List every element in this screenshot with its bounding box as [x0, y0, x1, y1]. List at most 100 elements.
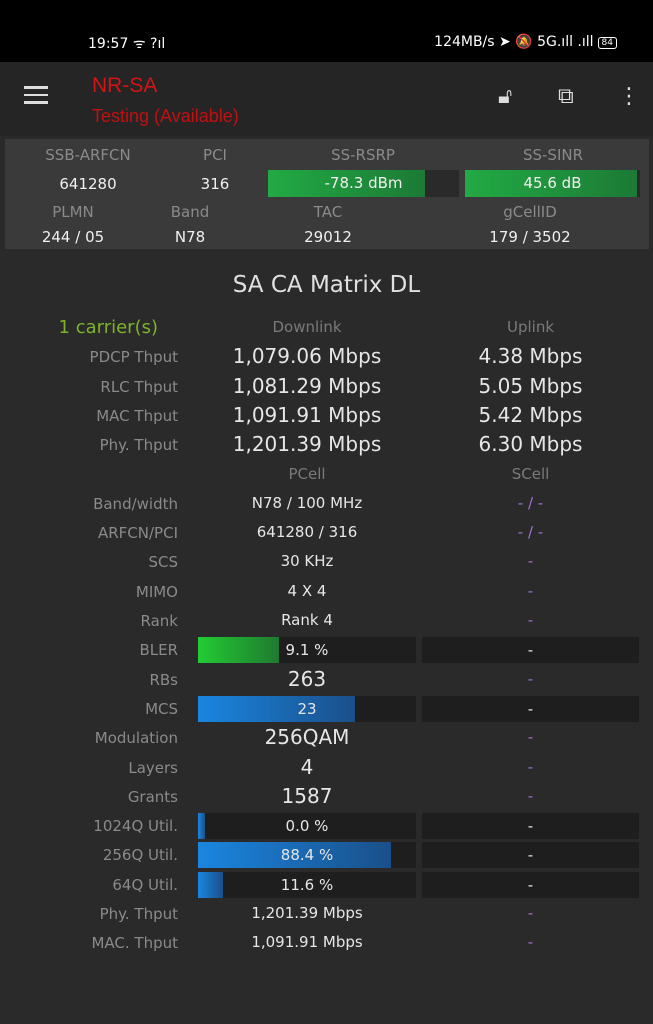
- cell-summary: SSB-ARFCN PCI SS-RSRP SS-SINR 641280 316…: [5, 139, 649, 249]
- network-speed: 124MB/s: [434, 34, 495, 50]
- pcell-value: 1,091.91 Mbps: [251, 933, 363, 952]
- matrix-row: Band/width N78 / 100 MHz - / -: [0, 490, 653, 519]
- matrix-row: MCS 23 -: [0, 695, 653, 724]
- pcell-value: 0.0 %: [285, 817, 329, 836]
- matrix-row: SCS 30 KHz -: [0, 548, 653, 577]
- status-bar: 19:57 ᯤ ?ıl 124MB/s ➤ 🔕 5G.ıll .ıll 84: [0, 0, 653, 62]
- scell-value: -: [527, 699, 534, 718]
- plmn-value: 244 / 05: [41, 228, 105, 246]
- throughput-label: MAC Thput: [96, 406, 178, 425]
- carrier-count: 1 carrier(s): [58, 317, 158, 338]
- plmn-label: PLMN: [52, 203, 94, 221]
- matrix-row: MIMO 4 X 4 -: [0, 578, 653, 607]
- gcellid-label: gCellID: [503, 203, 557, 221]
- pcell-bar-fill: [198, 637, 279, 664]
- pcell-value: N78 / 100 MHz: [251, 493, 363, 512]
- scell-value: - / -: [517, 493, 544, 512]
- matrix-row: ARFCN/PCI 641280 / 316 - / -: [0, 519, 653, 548]
- pcell-bar: 11.6 %: [198, 871, 416, 898]
- band-value: N78: [174, 228, 206, 246]
- pcell-bar-fill: [198, 842, 391, 869]
- matrix-row: Grants 1587 -: [0, 783, 653, 812]
- scell-bar: -: [422, 871, 639, 898]
- pcell-value: 4: [300, 754, 314, 779]
- gcellid-value: 179 / 3502: [489, 228, 571, 246]
- pcell-bar: 9.1 %: [198, 637, 416, 664]
- scell-value: -: [527, 728, 534, 747]
- app-bar: NR-SA Testing (Available) 🔓︎ ⧉ ⋮: [0, 62, 653, 136]
- matrix-row: Rank Rank 4 -: [0, 607, 653, 636]
- pcell-bar-fill: [198, 813, 205, 840]
- scell-bar: -: [422, 813, 639, 840]
- matrix-row: 64Q Util. 11.6 % -: [0, 871, 653, 900]
- matrix-row: Phy. Thput 1,201.39 Mbps -: [0, 900, 653, 929]
- matrix-header-row: 1 carrier(s) Downlink Uplink: [0, 314, 653, 343]
- app-subtitle: Testing (Available): [92, 106, 239, 126]
- scell-value: -: [527, 611, 534, 629]
- ss-rsrp-bar: -78.3 dBm: [268, 170, 459, 197]
- downlink-header: Downlink: [272, 318, 342, 336]
- pcell-bar-fill: [198, 871, 224, 898]
- scell-value: -: [527, 786, 534, 805]
- signal-icons: ➤ 🔕 5G.ıll .ıll: [499, 34, 594, 50]
- pci-value: 316: [200, 175, 230, 193]
- scell-value: -: [527, 846, 534, 865]
- tac-label: TAC: [313, 203, 343, 221]
- wifi-signal-icon: ᯤ ?ıl: [132, 36, 166, 52]
- scell-value: -: [527, 904, 534, 922]
- ss-sinr-value: 45.6 dB: [523, 174, 582, 192]
- row-label: Modulation: [94, 729, 178, 748]
- row-label: 256Q Util.: [102, 846, 178, 865]
- open-external-icon[interactable]: ⧉: [558, 84, 574, 109]
- lock-open-icon[interactable]: 🔓︎: [498, 84, 513, 109]
- throughput-row: PDCP Thput 1,079.06 Mbps 4.38 Mbps: [0, 343, 653, 372]
- scell-bar: -: [422, 842, 639, 869]
- downlink-value: 1,081.29 Mbps: [232, 373, 382, 398]
- more-vert-icon[interactable]: ⋮: [618, 84, 640, 109]
- row-label: 64Q Util.: [112, 875, 178, 894]
- pcell-value: 1587: [281, 783, 333, 808]
- pcell-value: 263: [287, 666, 327, 691]
- throughput-row: Phy. Thput 1,201.39 Mbps 6.30 Mbps: [0, 431, 653, 460]
- ss-rsrp-value: -78.3 dBm: [324, 174, 403, 192]
- uplink-value: 6.30 Mbps: [478, 432, 583, 457]
- matrix-title: SA CA Matrix DL: [232, 272, 421, 298]
- pcell-value: Rank 4: [281, 611, 333, 629]
- matrix-row: Modulation 256QAM -: [0, 724, 653, 753]
- row-label: ARFCN/PCI: [97, 524, 178, 543]
- row-label: SCS: [148, 553, 178, 572]
- ss-sinr-label: SS-SINR: [522, 146, 584, 164]
- row-label: Band/width: [93, 494, 178, 513]
- throughput-label: PDCP Thput: [89, 348, 178, 367]
- scell-value: -: [527, 817, 534, 836]
- pcell-value: 30 KHz: [280, 552, 334, 571]
- pcell-bar: 88.4 %: [198, 842, 416, 869]
- row-label: Grants: [127, 787, 178, 806]
- downlink-value: 1,201.39 Mbps: [232, 432, 382, 457]
- row-label: MIMO: [135, 582, 178, 601]
- pcell-bar-fill: [198, 695, 355, 722]
- row-label: MAC. Thput: [91, 934, 178, 953]
- throughput-row: MAC Thput 1,091.91 Mbps 5.42 Mbps: [0, 402, 653, 431]
- pcell-value: 11.6 %: [280, 875, 334, 894]
- row-label: RBs: [149, 670, 178, 689]
- matrix-row: 1024Q Util. 0.0 % -: [0, 812, 653, 841]
- cell-header-row: PCell SCell: [0, 461, 653, 490]
- row-label: MCS: [145, 699, 178, 718]
- scell-bar: -: [422, 695, 639, 722]
- clock: 19:57: [88, 36, 129, 52]
- pcell-value: 88.4 %: [280, 846, 334, 865]
- tac-value: 29012: [304, 228, 352, 246]
- menu-icon[interactable]: [24, 86, 48, 104]
- pcell-header: PCell: [288, 464, 326, 483]
- uplink-value: 5.05 Mbps: [478, 373, 583, 398]
- row-label: BLER: [139, 641, 178, 660]
- pcell-value: 23: [297, 699, 317, 718]
- scell-bar: -: [422, 637, 639, 664]
- uplink-value: 5.42 Mbps: [478, 402, 583, 427]
- matrix-row: Layers 4 -: [0, 754, 653, 783]
- downlink-value: 1,091.91 Mbps: [232, 402, 382, 427]
- downlink-value: 1,079.06 Mbps: [232, 344, 382, 369]
- scell-value: -: [527, 757, 534, 776]
- pci-label: PCI: [203, 146, 227, 164]
